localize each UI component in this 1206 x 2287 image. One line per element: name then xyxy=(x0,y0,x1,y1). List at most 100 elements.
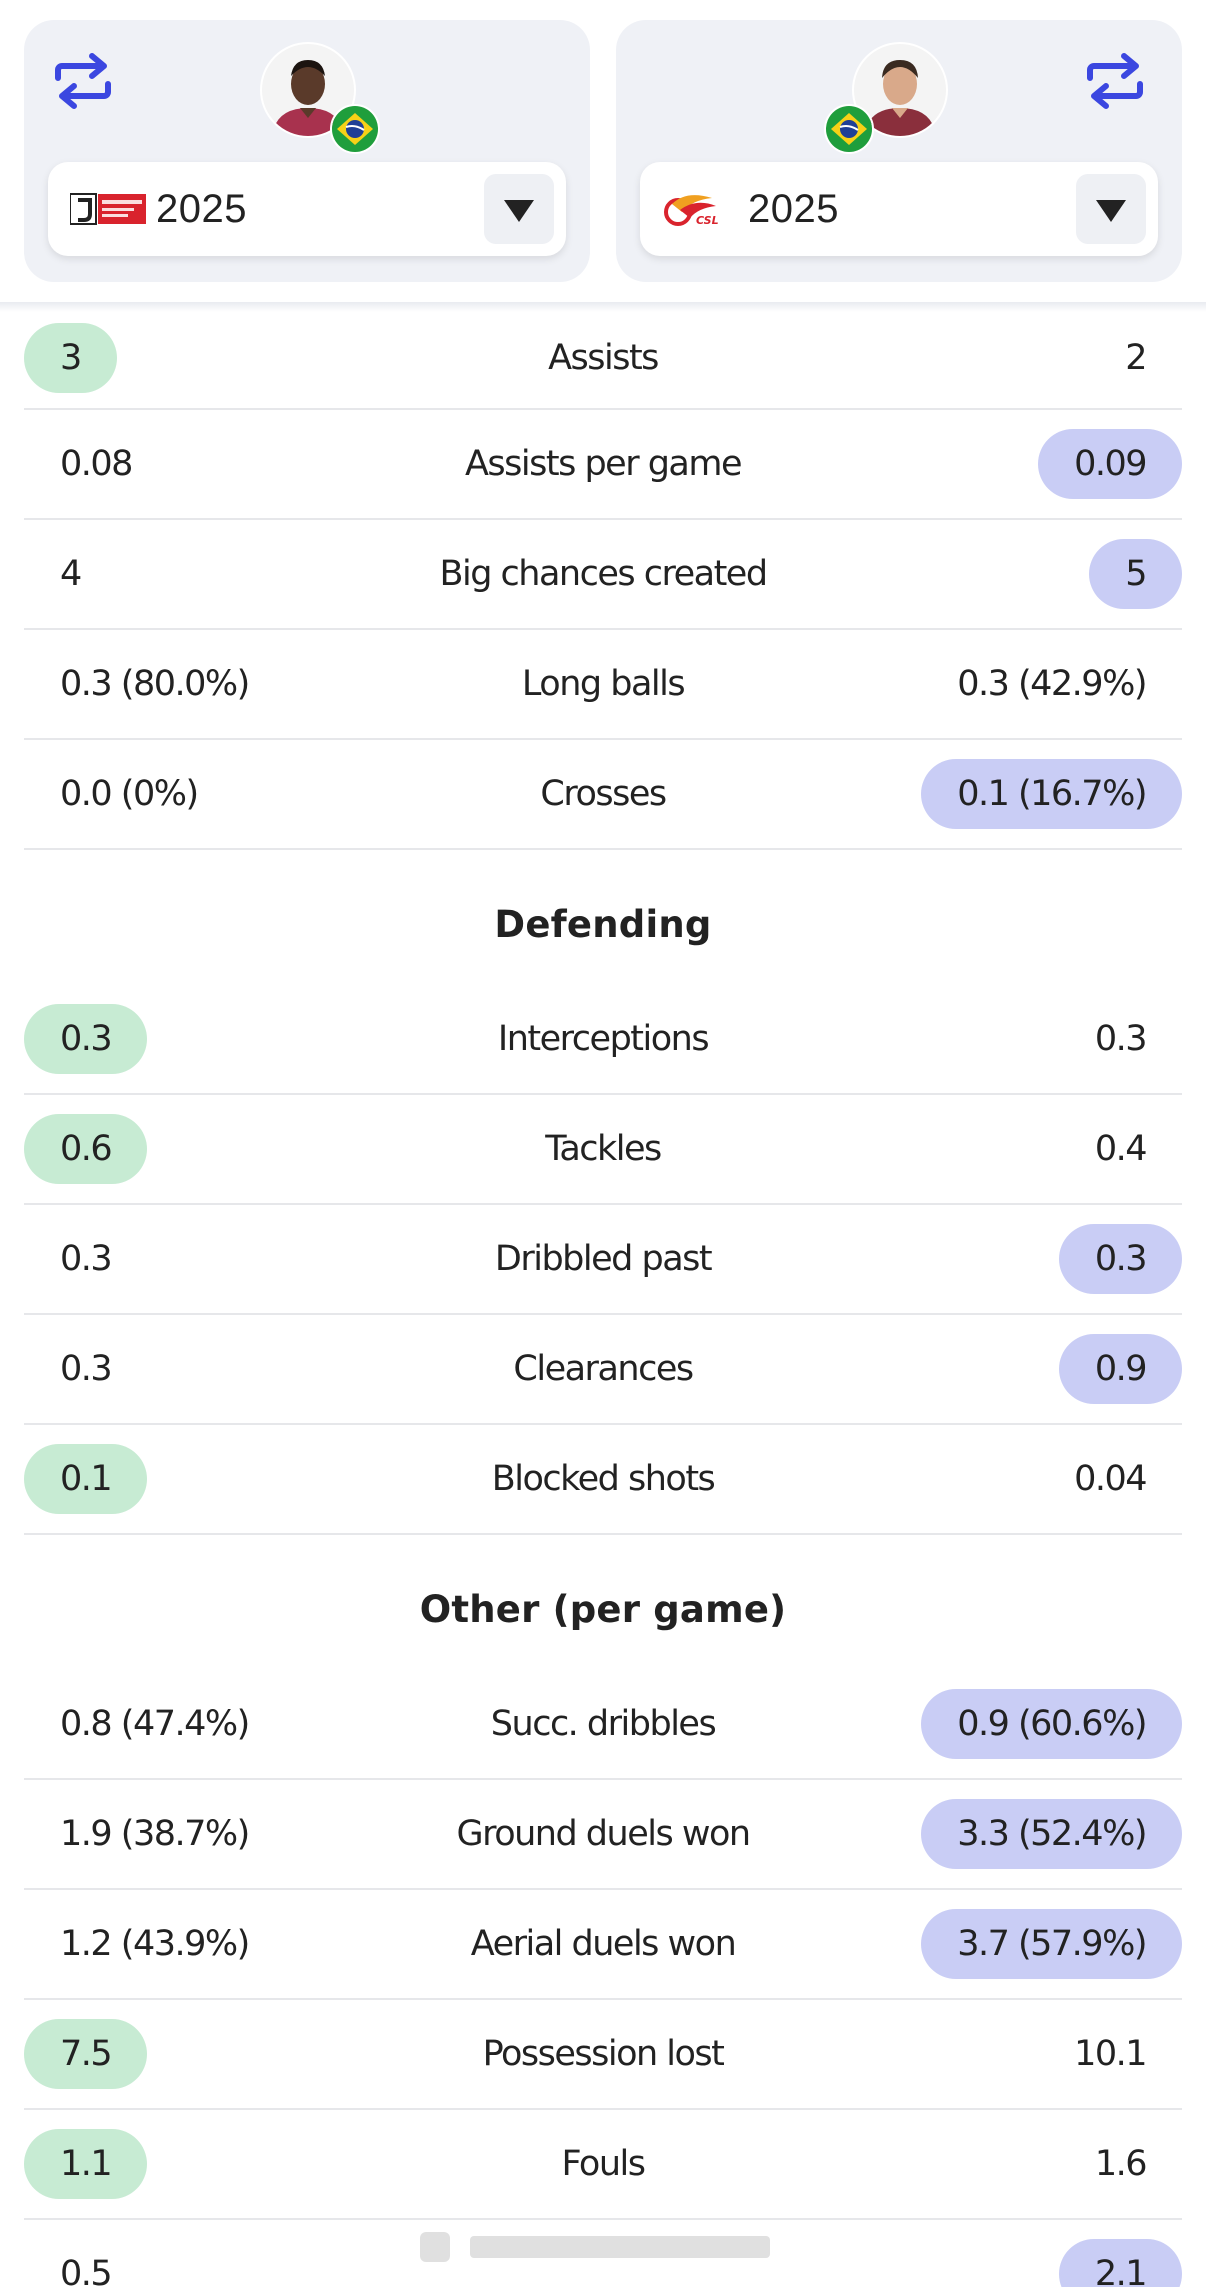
stat-row-big-chances-created[interactable]: 4 Big chances created 5 xyxy=(24,520,1182,630)
svg-text:CSL: CSL xyxy=(696,214,719,227)
stat-row-tackles[interactable]: 0.6 Tackles 0.4 xyxy=(24,1095,1182,1205)
comparison-header: 2025 xyxy=(0,0,1206,308)
left-value-cell: 1.2 (43.9%) xyxy=(24,1909,250,1979)
right-value-cell: 2.1 xyxy=(1058,2239,1182,2287)
stat-row-blocked-shots[interactable]: 0.1 Blocked shots 0.04 xyxy=(24,1425,1182,1535)
stat-label: Possession lost xyxy=(482,2034,725,2074)
stat-row-ground-duels-won[interactable]: 1.9 (38.7%) Ground duels won 3.3 (52.4%) xyxy=(24,1780,1182,1890)
stat-row-aerial-duels-won[interactable]: 1.2 (43.9%) Aerial duels won 3.7 (57.9%) xyxy=(24,1890,1182,2000)
right-player-value: 0.3 (42.9%) xyxy=(957,664,1147,704)
highlighted-right-player-value: 2.1 xyxy=(1058,2239,1182,2287)
stat-row-clearances[interactable]: 0.3 Clearances 0.9 xyxy=(24,1315,1182,1425)
season-value: 2025 xyxy=(156,187,247,231)
highlighted-left-player-value: 0.3 xyxy=(24,1004,148,1074)
section-title-defending: Defending xyxy=(494,903,712,946)
player-avatar-left[interactable] xyxy=(260,42,380,154)
left-value-cell: 0.3 (80.0%) xyxy=(24,649,250,719)
dropdown-arrow-icon[interactable] xyxy=(484,174,554,244)
stat-label: Dribbled past xyxy=(494,1239,713,1279)
swap-arrows-icon[interactable] xyxy=(50,48,116,114)
right-player-value: 0.04 xyxy=(1074,1459,1147,1499)
swap-arrows-icon[interactable] xyxy=(1082,48,1148,114)
right-value-cell: 10.1 xyxy=(1074,2019,1182,2089)
stat-row-assists-per-game[interactable]: 0.08 Assists per game 0.09 xyxy=(24,410,1182,520)
left-player-value: 1.9 (38.7%) xyxy=(60,1814,250,1854)
brazil-flag-icon xyxy=(824,104,874,154)
right-value-cell: 2 xyxy=(1125,323,1182,393)
highlighted-right-player-value: 3.7 (57.9%) xyxy=(921,1909,1182,1979)
left-player-value: 0.8 (47.4%) xyxy=(60,1704,250,1744)
stat-label: Aerial duels won xyxy=(470,1924,737,1964)
stat-label: Fouls xyxy=(561,2144,646,2184)
player-card-left: 2025 xyxy=(24,20,590,282)
stat-row-crosses[interactable]: 0.0 (0%) Crosses 0.1 (16.7%) xyxy=(24,740,1182,850)
player-card-right: CSL 2025 xyxy=(616,20,1182,282)
highlighted-right-player-value: 3.3 (52.4%) xyxy=(921,1799,1182,1869)
highlighted-left-player-value: 0.6 xyxy=(24,1114,148,1184)
left-value-cell: 4 xyxy=(24,539,82,609)
stat-row-assists[interactable]: 3 Assists 2 xyxy=(24,308,1182,410)
right-player-value: 0.4 xyxy=(1094,1129,1148,1169)
stat-row-long-balls[interactable]: 0.3 (80.0%) Long balls 0.3 (42.9%) xyxy=(24,630,1182,740)
j1-league-logo xyxy=(69,190,146,228)
left-player-value: 0.3 xyxy=(60,1239,113,1279)
player-avatar xyxy=(260,42,356,138)
highlighted-right-player-value: 0.9 xyxy=(1058,1334,1182,1404)
highlighted-right-player-value: 0.09 xyxy=(1038,429,1182,499)
stat-row-fouls[interactable]: 1.1 Fouls 1.6 xyxy=(24,2110,1182,2220)
left-value-cell: 0.3 xyxy=(24,1004,148,1074)
left-value-cell: 0.3 xyxy=(24,1334,113,1404)
highlighted-right-player-value: 0.1 (16.7%) xyxy=(921,759,1182,829)
right-player-value: 0.3 xyxy=(1094,1019,1148,1059)
highlighted-left-player-value: 3 xyxy=(24,323,117,393)
right-value-cell: 0.04 xyxy=(1074,1444,1182,1514)
stat-row-interceptions[interactable]: 0.3 Interceptions 0.3 xyxy=(24,985,1182,1095)
season-selector-right[interactable]: CSL 2025 xyxy=(640,162,1158,256)
stat-row[interactable]: 0.5 2.1 xyxy=(24,2220,1182,2287)
stat-label: Succ. dribbles xyxy=(490,1704,717,1744)
stat-label: Assists per game xyxy=(464,444,743,484)
season-value: 2025 xyxy=(748,187,839,231)
season-selector-left[interactable]: 2025 xyxy=(48,162,566,256)
left-value-cell: 0.1 xyxy=(24,1444,148,1514)
right-player-value: 1.6 xyxy=(1094,2144,1148,2184)
stat-label: Tackles xyxy=(545,1129,662,1169)
left-player-value: 1.2 (43.9%) xyxy=(60,1924,250,1964)
right-value-cell: 0.1 (16.7%) xyxy=(921,759,1182,829)
highlighted-right-player-value: 0.9 (60.6%) xyxy=(921,1689,1182,1759)
left-value-cell: 3 xyxy=(24,323,117,393)
highlighted-left-player-value: 0.1 xyxy=(24,1444,148,1514)
left-value-cell: 0.08 xyxy=(24,429,133,499)
left-value-cell: 1.9 (38.7%) xyxy=(24,1799,250,1869)
stat-label: Ground duels won xyxy=(456,1814,751,1854)
right-player-value: 10.1 xyxy=(1074,2034,1147,2074)
highlighted-left-player-value: 7.5 xyxy=(24,2019,148,2089)
stat-row-dribbled-past[interactable]: 0.3 Dribbled past 0.3 xyxy=(24,1205,1182,1315)
stat-label: Clearances xyxy=(513,1349,694,1389)
left-player-value: 0.0 (0%) xyxy=(60,774,199,814)
header-divider xyxy=(0,302,1206,312)
stat-label: Big chances created xyxy=(439,554,768,594)
player-avatar-right[interactable] xyxy=(824,42,948,154)
left-value-cell: 1.1 xyxy=(24,2129,148,2199)
right-value-cell: 3.3 (52.4%) xyxy=(921,1799,1182,1869)
left-value-cell: 0.3 xyxy=(24,1224,113,1294)
right-value-cell: 0.3 xyxy=(1058,1224,1182,1294)
left-value-cell: 0.8 (47.4%) xyxy=(24,1689,250,1759)
section-title-other-per-game: Other (per game) xyxy=(419,1588,787,1631)
right-player-value: 2 xyxy=(1125,338,1147,378)
left-value-cell: 7.5 xyxy=(24,2019,148,2089)
highlighted-right-player-value: 5 xyxy=(1089,539,1182,609)
right-value-cell: 0.9 xyxy=(1058,1334,1182,1404)
stats-comparison: 3 Assists 2 0.08 Assists per game 0.09 4 Big ch… xyxy=(0,308,1206,2287)
stat-row-succ-dribbles[interactable]: 0.8 (47.4%) Succ. dribbles 0.9 (60.6%) xyxy=(24,1670,1182,1780)
dropdown-arrow-icon[interactable] xyxy=(1076,174,1146,244)
right-value-cell: 1.6 xyxy=(1095,2129,1182,2199)
watermark-logo xyxy=(410,2222,790,2272)
stat-row-possession-lost[interactable]: 7.5 Possession lost 10.1 xyxy=(24,2000,1182,2110)
left-value-cell: 0.6 xyxy=(24,1114,148,1184)
brazil-flag-icon xyxy=(330,104,380,154)
csl-logo: CSL xyxy=(662,190,738,228)
highlighted-left-player-value: 1.1 xyxy=(24,2129,148,2199)
right-value-cell: 0.3 (42.9%) xyxy=(957,649,1182,719)
